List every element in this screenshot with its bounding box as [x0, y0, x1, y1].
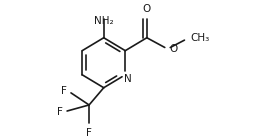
Text: O: O	[169, 44, 178, 54]
Text: F: F	[86, 128, 92, 138]
Text: CH₃: CH₃	[191, 33, 210, 43]
Text: F: F	[61, 86, 67, 96]
Text: F: F	[56, 107, 62, 117]
Text: O: O	[143, 4, 151, 14]
Text: N: N	[124, 74, 132, 84]
Text: NH₂: NH₂	[94, 16, 114, 26]
